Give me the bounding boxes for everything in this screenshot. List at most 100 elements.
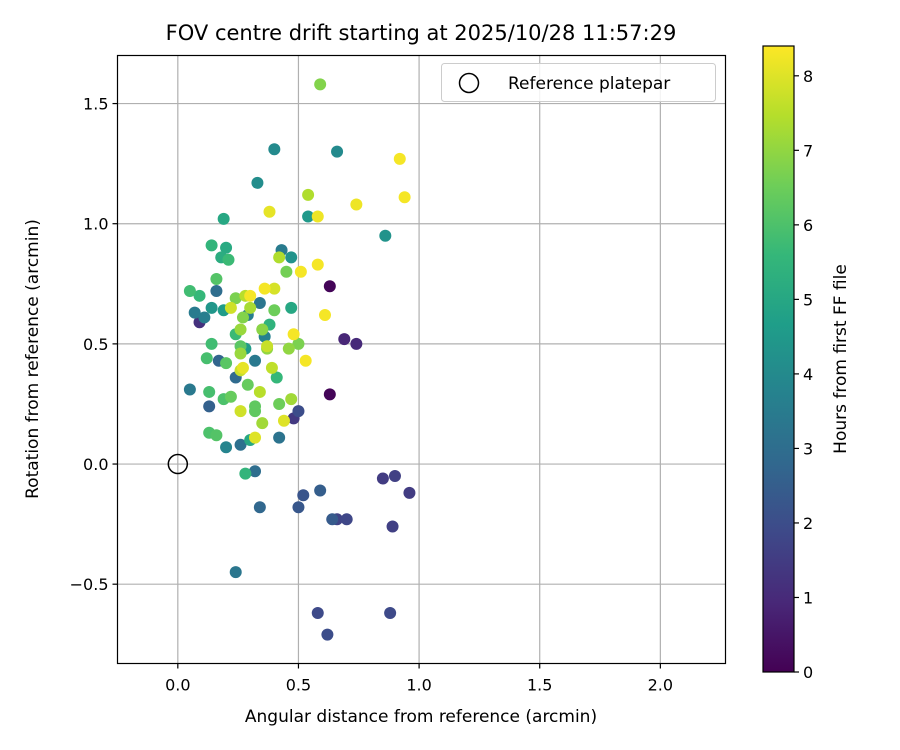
data-point [398, 191, 411, 204]
data-point [258, 282, 271, 295]
data-point [263, 205, 276, 218]
data-point [234, 347, 247, 360]
grid [117, 55, 726, 664]
data-point [311, 607, 324, 620]
colorbar-tick-label: 7 [803, 141, 813, 160]
data-point [205, 239, 218, 252]
data-point [203, 385, 216, 398]
data-point [188, 306, 201, 319]
data-point [285, 301, 298, 314]
colorbar-tick-label: 6 [803, 216, 813, 235]
chart-title: FOV centre drift starting at 2025/10/28 … [166, 21, 677, 45]
y-tick-label: 0.5 [83, 335, 108, 354]
data-point [314, 484, 327, 497]
data-point [268, 282, 281, 295]
y-tick-label: −0.5 [70, 575, 109, 594]
data-point [253, 297, 266, 310]
data-point [265, 361, 278, 374]
data-point [292, 405, 305, 418]
data-point [277, 414, 290, 427]
legend-label: Reference platepar [508, 74, 670, 94]
data-point [403, 486, 416, 499]
y-axis-label: Rotation from reference (arcmin) [23, 219, 43, 499]
data-point [256, 323, 269, 336]
colorbar-tick-label: 1 [803, 588, 813, 607]
colorbar-tick-label: 4 [803, 365, 813, 384]
legend-reference-marker [458, 72, 480, 94]
colorbar-ticks: 0 1 2 3 4 5 6 7 8 [794, 67, 813, 682]
y-tick-label: 1.5 [83, 95, 108, 114]
data-point [323, 280, 336, 293]
data-point [323, 388, 336, 401]
data-point [393, 152, 406, 165]
y-tick-label: 0.0 [83, 455, 108, 474]
data-point [193, 289, 206, 302]
data-point [220, 357, 233, 370]
data-point [268, 143, 281, 156]
x-tick-label: 0.0 [165, 676, 190, 695]
data-point [268, 304, 281, 317]
data-point [292, 501, 305, 514]
data-point [297, 489, 310, 502]
data-point [249, 354, 262, 367]
x-tick-label: 1.0 [406, 676, 431, 695]
data-point [222, 253, 235, 266]
legend: Reference platepar [441, 63, 716, 102]
colorbar-tick-label: 0 [803, 663, 813, 682]
data-point [270, 371, 283, 384]
data-point [234, 405, 247, 418]
data-point [273, 431, 286, 444]
data-point [241, 378, 254, 391]
data-point [203, 400, 216, 413]
colorbar-tick-label: 8 [803, 67, 813, 86]
data-point [236, 361, 249, 374]
data-point [236, 311, 249, 324]
data-point [249, 465, 262, 478]
x-axis-ticks: 0.0 0.5 1.0 1.5 2.0 [165, 663, 673, 695]
data-point [253, 501, 266, 514]
data-point [331, 145, 344, 158]
colorbar-label: Hours from first FF file [831, 264, 851, 454]
data-point [379, 229, 392, 242]
data-point [326, 513, 339, 526]
data-point [220, 241, 233, 254]
data-point [282, 342, 295, 355]
plot-frame [116, 54, 727, 665]
data-point [198, 311, 211, 324]
data-point [280, 265, 293, 278]
legend-box [441, 63, 716, 102]
data-point [311, 258, 324, 271]
data-point [229, 292, 242, 305]
data-point [273, 397, 286, 410]
data-point [210, 272, 223, 285]
data-point [292, 337, 305, 350]
data-point [224, 390, 237, 403]
data-points [183, 78, 416, 641]
data-point [311, 210, 324, 223]
data-point [244, 289, 257, 302]
data-point [388, 470, 401, 483]
reference-layer [167, 453, 189, 475]
colorbar-tick-label: 5 [803, 290, 813, 309]
data-point [234, 438, 247, 451]
data-point [384, 607, 397, 620]
data-point [210, 429, 223, 442]
data-point [183, 383, 196, 396]
data-point [386, 520, 399, 533]
colorbar-frame [762, 45, 795, 673]
data-point [318, 309, 331, 322]
data-point [217, 212, 230, 225]
data-point [229, 566, 242, 579]
y-axis-ticks: −0.5 0.0 0.5 1.0 1.5 [70, 95, 118, 594]
colorbar-tick-label: 3 [803, 439, 813, 458]
x-tick-label: 0.5 [286, 676, 311, 695]
data-point [294, 265, 307, 278]
data-point [350, 198, 363, 211]
data-point [234, 323, 247, 336]
y-tick-label: 1.0 [83, 215, 108, 234]
data-point [249, 431, 262, 444]
data-point [273, 251, 286, 264]
data-point [256, 417, 269, 430]
data-point [224, 301, 237, 314]
data-point [340, 513, 353, 526]
